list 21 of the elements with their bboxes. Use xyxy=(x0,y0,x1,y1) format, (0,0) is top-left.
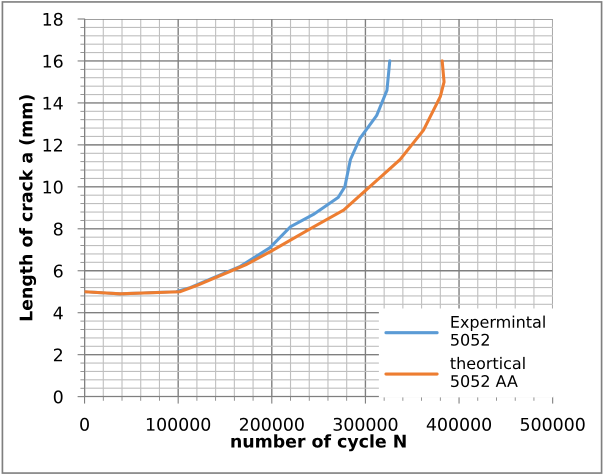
y-axis-title: Length of crack a (mm) xyxy=(19,95,36,320)
x-tick-label: 300000 xyxy=(334,418,398,431)
x-tick-label: 500000 xyxy=(520,418,585,431)
y-tick-label: 4 xyxy=(54,306,63,320)
y-tick-label: 14 xyxy=(44,96,63,110)
y-tick-label: 12 xyxy=(44,138,62,152)
x-tick-label: 0 xyxy=(80,418,89,431)
y-tick-label: 16 xyxy=(44,54,63,68)
x-tick-label: 100000 xyxy=(146,418,210,431)
x-tick-label: 200000 xyxy=(240,418,304,431)
y-tick-label: 8 xyxy=(54,222,63,236)
x-tick-label: 400000 xyxy=(426,418,492,431)
y-tick-label: 0 xyxy=(54,390,63,404)
legend-label: theortical 5052 AA xyxy=(450,356,525,388)
y-tick-label: 2 xyxy=(54,348,62,362)
line-series xyxy=(84,59,446,296)
y-tick-label: 18 xyxy=(44,12,63,26)
legend-label: Expermintal 5052 xyxy=(451,316,545,346)
y-tick-label: 6 xyxy=(54,264,63,278)
y-tick-label: 10 xyxy=(44,180,63,194)
x-axis-title: number of cycle N xyxy=(231,434,406,452)
